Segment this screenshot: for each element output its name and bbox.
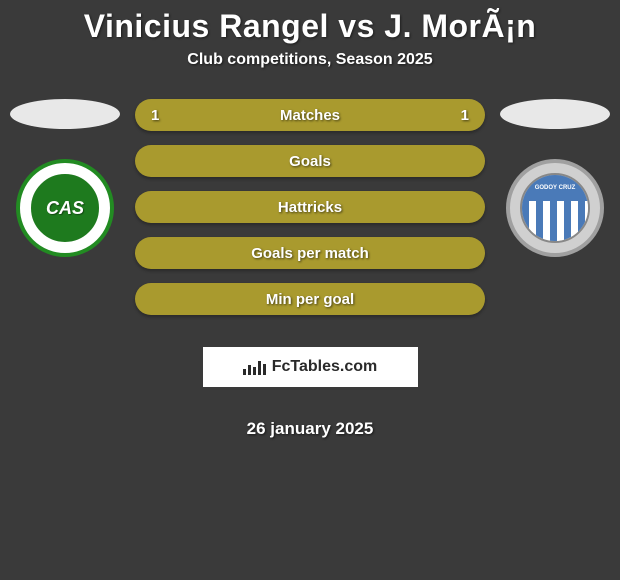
infographic-container: Vinicius Rangel vs J. MorÃ¡n Club compet… (0, 0, 620, 439)
title: Vinicius Rangel vs J. MorÃ¡n (84, 8, 537, 45)
stat-label: Matches (280, 107, 340, 124)
right-club-stripes (522, 201, 588, 241)
stat-row-goals: Goals (135, 145, 485, 177)
chart-bars-icon (243, 359, 266, 375)
left-club-initials: CAS (29, 172, 101, 244)
stat-row-hattricks: Hattricks (135, 191, 485, 223)
left-club-badge: CAS (16, 159, 114, 257)
stat-row-goals-per-match: Goals per match (135, 237, 485, 269)
left-player-placeholder (10, 99, 120, 129)
stat-label: Hattricks (278, 199, 342, 216)
date-text: 26 january 2025 (247, 419, 374, 439)
right-player-placeholder (500, 99, 610, 129)
main-row: CAS 1 Matches 1 Goals Hattricks Goal (0, 99, 620, 439)
stat-right-value: 1 (461, 107, 469, 124)
right-club-text: GODOY CRUZ (522, 175, 588, 201)
left-player-column: CAS (5, 99, 125, 257)
stats-column: 1 Matches 1 Goals Hattricks Goals per ma… (135, 99, 485, 439)
stat-row-min-per-goal: Min per goal (135, 283, 485, 315)
stat-left-value: 1 (151, 107, 159, 124)
stat-label: Goals (289, 153, 331, 170)
right-club-shield: GODOY CRUZ (520, 173, 590, 243)
source-text: FcTables.com (272, 358, 378, 376)
source-attribution: FcTables.com (203, 347, 418, 387)
right-player-column: GODOY CRUZ (495, 99, 615, 257)
subtitle: Club competitions, Season 2025 (187, 51, 432, 69)
right-club-badge: GODOY CRUZ (506, 159, 604, 257)
stat-row-matches: 1 Matches 1 (135, 99, 485, 131)
stat-label: Min per goal (266, 291, 354, 308)
stat-label: Goals per match (251, 245, 369, 262)
